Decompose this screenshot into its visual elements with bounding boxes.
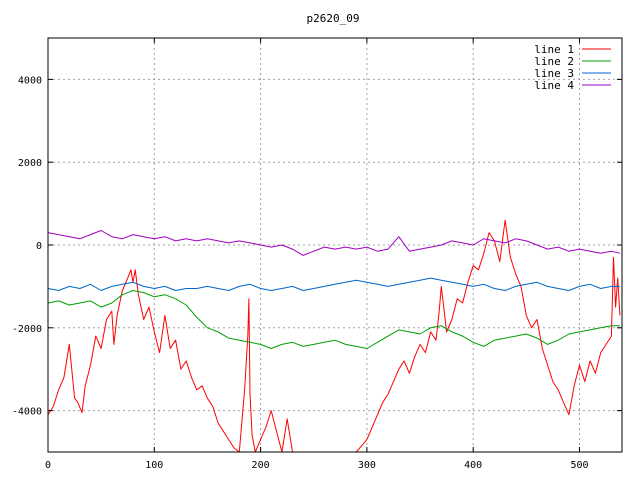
series-line-2 bbox=[48, 290, 620, 349]
chart-title: p2620_09 bbox=[307, 12, 360, 25]
x-tick-label: 200 bbox=[252, 460, 270, 471]
series-group bbox=[48, 219, 621, 452]
x-axis: 0 100 200 300 400 500 bbox=[45, 38, 589, 471]
y-tick-label: -2000 bbox=[12, 324, 42, 335]
x-tick-label: 400 bbox=[464, 460, 482, 471]
y-tick-label: -4000 bbox=[12, 407, 42, 418]
x-tick-label: 500 bbox=[570, 460, 588, 471]
legend-label: line 1 bbox=[534, 43, 574, 56]
series-line-1 bbox=[48, 219, 621, 452]
legend-label: line 4 bbox=[534, 79, 574, 92]
x-tick-label: 0 bbox=[45, 460, 51, 471]
x-tick-label: 300 bbox=[358, 460, 376, 471]
y-tick-label: 4000 bbox=[18, 75, 42, 86]
series-line-3 bbox=[48, 277, 620, 291]
x-tick-label: 100 bbox=[145, 460, 163, 471]
legend-label: line 3 bbox=[534, 67, 574, 80]
series-line-4 bbox=[48, 230, 621, 256]
y-axis: -4000 -2000 0 2000 4000 bbox=[12, 75, 622, 418]
legend-label: line 2 bbox=[534, 55, 574, 68]
y-tick-label: 2000 bbox=[18, 158, 42, 169]
y-tick-label: 0 bbox=[36, 241, 42, 252]
